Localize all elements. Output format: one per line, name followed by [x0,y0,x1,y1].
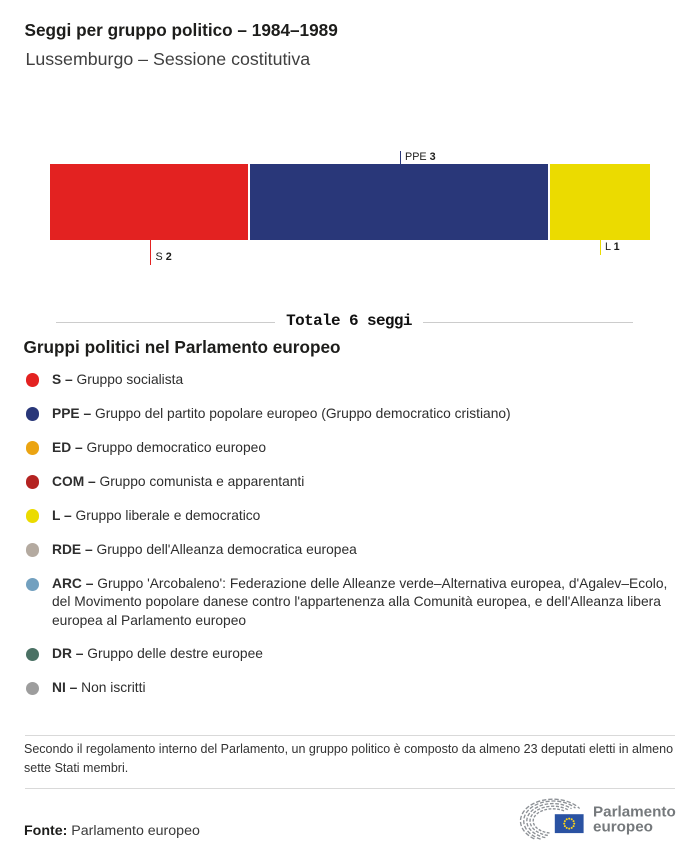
svg-text:europeo: europeo [593,819,653,836]
svg-text:Parlamento: Parlamento [593,803,676,820]
